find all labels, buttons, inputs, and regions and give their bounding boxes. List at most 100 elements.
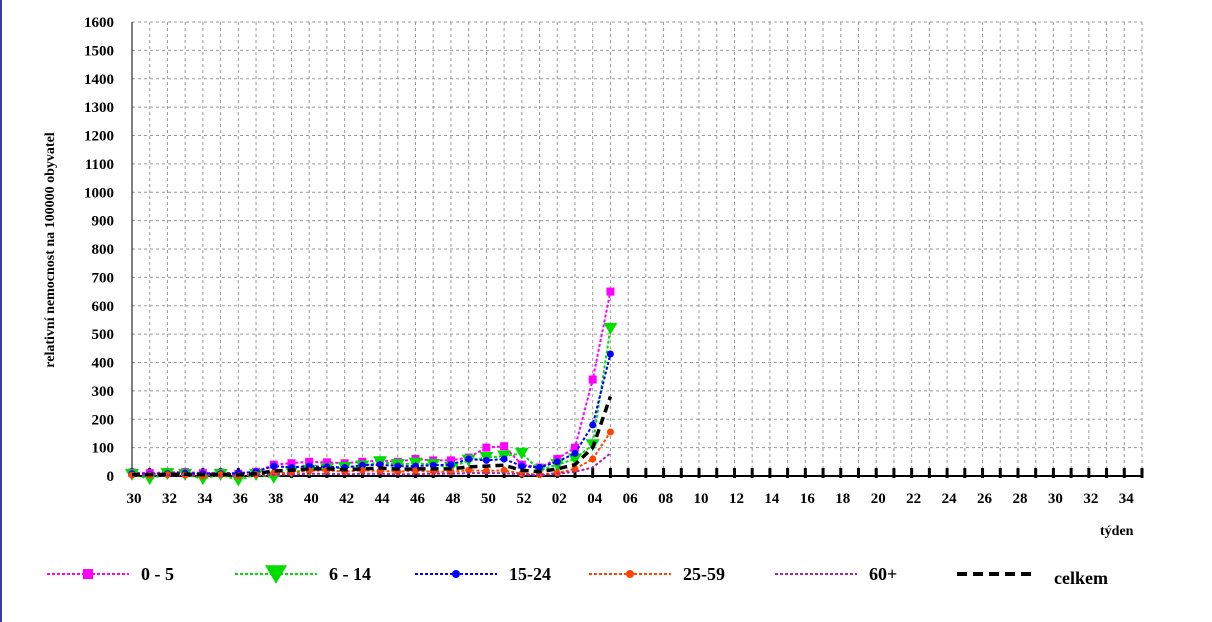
data-point [500,455,508,463]
x-tick-label: 18 [835,491,850,507]
x-tick-label: 32 [162,491,177,507]
data-point [500,442,509,451]
x-tick-label: 02 [552,491,567,507]
y-tick-labels: 0 100 200 300 400 500 600 700 800 900 1000 1100 1200… [84,15,114,485]
x-tick-label: 44 [375,491,391,507]
data-point [500,466,508,474]
series-line [131,353,612,476]
y-tick-label: 500 [92,327,115,343]
x-tick-label: 48 [445,491,460,507]
x-tick-label: 52 [516,491,531,507]
y-tick-label: 1400 [84,72,114,88]
data-point [606,287,615,296]
y-tick-label: 1000 [84,185,114,201]
y-tick-label: 1500 [84,43,114,59]
data-point [412,467,420,475]
y-tick-label: 1200 [84,129,114,145]
legend-label: 60+ [869,564,897,584]
data-point [465,455,473,463]
y-axis-title: relativní nemocnost na 100000 obyvatel [43,132,58,368]
y-tick-label: 300 [92,384,115,400]
data-point [570,443,579,452]
data-point [567,453,582,466]
x-tick-label: 36 [233,491,249,507]
data-point [305,457,314,466]
x-tick-label: 20 [871,491,886,507]
data-point [553,458,561,466]
x-tick-label: 34 [1119,491,1135,507]
legend-swatch-marker [265,565,287,584]
y-tick-label: 600 [92,299,115,315]
x-tick-label: 16 [800,491,816,507]
series-1 [125,322,618,487]
x-tick-label: 24 [942,491,958,507]
legend: 0 - 5 6 - 14 15-24 25-59 60+ celkem [47,564,1108,588]
x-tick-label: 46 [410,491,426,507]
x-tick-label: 10 [694,491,709,507]
legend-item-3: 25-59 [589,564,725,584]
y-tick-label: 400 [92,356,115,372]
y-tick-label: 800 [92,242,115,258]
legend-item-4: 60+ [775,564,897,584]
legend-item-0: 0 - 5 [47,564,174,584]
grid [132,21,1143,476]
x-tick-label: 42 [339,491,354,507]
x-tick-label: 28 [1012,491,1027,507]
data-point [287,459,296,468]
x-tick-label: 22 [906,491,921,507]
legend-label: 0 - 5 [141,564,174,584]
y-tick-label: 0 [107,469,115,485]
legend-label: celkem [1054,568,1108,588]
x-tick-label: 04 [587,491,603,507]
legend-label: 25-59 [683,564,725,584]
data-point [589,455,597,463]
legend-label: 6 - 14 [329,564,371,584]
x-axis-title: týden [1100,524,1134,539]
x-tick-label: 40 [304,491,319,507]
data-point [514,447,529,460]
data-point [588,375,597,384]
x-tick-label: 38 [268,491,283,507]
data-point [231,474,246,487]
x-tick-label: 12 [729,491,744,507]
x-tick-label: 26 [977,491,993,507]
series-5 [132,395,613,477]
series-2 [128,350,614,479]
data-point [446,456,455,465]
x-tick-label: 08 [658,491,673,507]
axes [130,22,1144,478]
x-tick-label: 06 [623,491,639,507]
legend-swatch-marker [626,570,634,578]
x-tick-label: 50 [481,491,496,507]
legend-item-5: celkem [957,568,1108,588]
legend-label: 15-24 [509,564,551,584]
data-point [518,462,526,470]
y-tick-label: 700 [92,270,115,286]
series-line [131,291,612,475]
y-tick-label: 1600 [84,15,114,31]
x-tick-label: 34 [197,491,213,507]
y-tick-label: 1100 [85,157,114,173]
data-point [447,461,455,469]
data-point [358,461,366,469]
series-line [132,395,613,477]
data-point [358,466,366,474]
data-point [606,350,614,358]
legend-swatch-marker [83,569,93,579]
data-point [376,461,384,469]
y-tick-label: 200 [92,412,115,428]
series-0 [128,287,615,478]
data-point [571,449,579,457]
series-lines [125,287,618,487]
data-point [322,458,331,467]
x-tick-label: 32 [1083,491,1098,507]
y-tick-label: 100 [92,441,115,457]
data-point [412,462,420,470]
legend-swatch-marker [452,570,460,578]
x-tick-label: 14 [764,491,780,507]
y-tick-label: 900 [92,214,115,230]
legend-item-2: 15-24 [415,564,551,584]
x-tick-label: 30 [127,491,142,507]
